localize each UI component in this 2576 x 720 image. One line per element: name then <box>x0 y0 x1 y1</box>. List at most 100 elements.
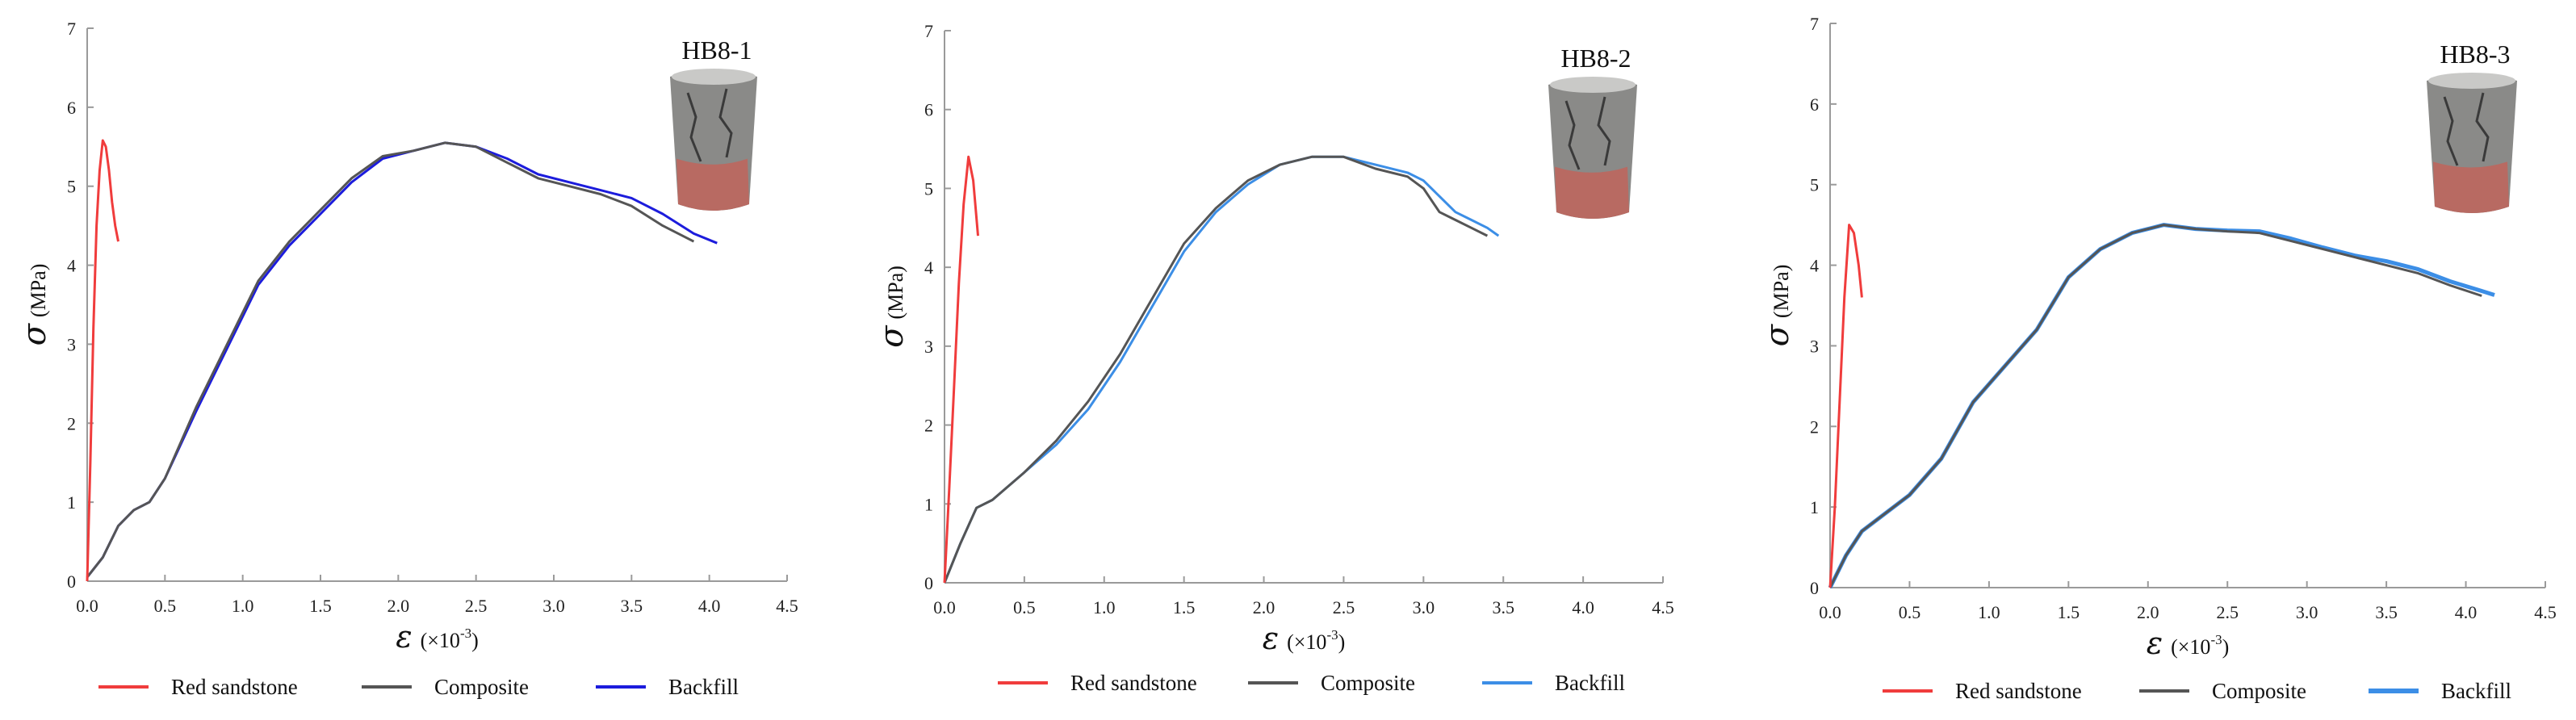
specimen-photo <box>1548 77 1637 219</box>
y-tick-label: 7 <box>67 19 76 39</box>
legend-label-composite: Composite <box>1321 671 1415 695</box>
series-line-composite <box>943 155 1489 584</box>
y-axis-symbol: σ <box>873 324 911 348</box>
legend-label-backfill: Backfill <box>2441 679 2511 703</box>
specimen-cracks <box>1564 96 1611 170</box>
x-axis-unit-close: ) <box>1338 630 1346 654</box>
x-axis-exponent: -3 <box>460 626 471 641</box>
y-axis-label: σ (MPa) <box>873 266 911 348</box>
x-axis-unit: (×10 <box>421 629 460 652</box>
y-axis-symbol: σ <box>16 322 53 345</box>
x-tick-label: 4.5 <box>776 596 798 616</box>
y-tick-label: 5 <box>67 177 76 197</box>
y-tick-label: 0 <box>67 571 76 592</box>
x-tick-label: 4.5 <box>2534 602 2557 622</box>
y-axis-label: σ (MPa) <box>16 264 53 346</box>
y-tick-label: 5 <box>1810 175 1819 195</box>
specimen-sandstone-part <box>1555 166 1629 219</box>
x-tick-label: 1.0 <box>1093 597 1116 617</box>
specimen-label: HB8-3 <box>2440 40 2510 69</box>
specimen-sandstone-part <box>676 158 749 211</box>
y-axis-unit: (MPa) <box>27 264 50 317</box>
legend-label-composite: Composite <box>434 675 529 699</box>
x-tick-label: 3.0 <box>1413 597 1435 617</box>
x-tick-label: 0.0 <box>1819 602 1841 622</box>
x-tick-label: 4.0 <box>698 596 721 616</box>
x-axis-unit-close: ) <box>471 629 479 652</box>
y-axis-unit: (MPa) <box>884 266 907 319</box>
legend-label-red-sandstone: Red sandstone <box>1955 679 2082 703</box>
legend-label-backfill: Backfill <box>668 675 739 699</box>
x-axis-label: ε (×10-3) <box>2147 626 2230 661</box>
y-tick-label: 1 <box>1810 497 1819 517</box>
specimen-photo <box>2427 73 2517 213</box>
chart-panel-1: 0.0 0.5 1.0 1.5 2.0 2.5 3.0 3.5 4.0 4.5 0 1 2 3 4 5 6 7 ε (… <box>16 19 798 699</box>
y-tick-label: 3 <box>1810 336 1819 356</box>
legend-label-red-sandstone: Red sandstone <box>1070 671 1197 695</box>
x-tick-label: 2.0 <box>387 596 410 616</box>
y-tick-label: 6 <box>924 100 933 120</box>
x-axis-exponent: -3 <box>2210 632 2222 647</box>
series-line-backfill <box>86 141 718 579</box>
x-axis-label: ε (×10-3) <box>396 619 479 655</box>
y-tick-label: 7 <box>1810 14 1819 34</box>
y-tick-label: 2 <box>924 416 933 436</box>
y-axis-unit: (MPa) <box>1770 265 1793 318</box>
specimen-top <box>672 69 756 85</box>
series-line-composite <box>1828 224 2482 588</box>
y-tick-label: 4 <box>1810 256 1819 276</box>
y-tick-label: 6 <box>67 98 76 118</box>
y-tick-label: 6 <box>1810 94 1819 115</box>
y-tick-label: 3 <box>67 334 76 354</box>
x-tick-label: 2.5 <box>2216 602 2239 622</box>
y-tick-label: 5 <box>924 178 933 199</box>
y-tick-label: 4 <box>924 257 933 278</box>
x-tick-label: 3.5 <box>2375 602 2398 622</box>
x-tick-label: 2.0 <box>2137 602 2159 622</box>
x-tick-label: 4.0 <box>1572 597 1594 617</box>
specimen-photo <box>670 69 757 211</box>
y-tick-label: 1 <box>924 494 933 514</box>
x-axis-label: ε (×10-3) <box>1263 621 1346 656</box>
y-axis-symbol: σ <box>1759 323 1796 346</box>
x-axis-symbol: ε <box>2147 626 2163 661</box>
legend-label-red-sandstone: Red sandstone <box>171 675 298 699</box>
x-tick-label: 3.5 <box>1492 597 1514 617</box>
specimen-sandstone-part <box>2433 161 2509 213</box>
x-axis-unit: (×10 <box>2171 635 2210 659</box>
x-tick-label: 0.5 <box>1899 602 1921 622</box>
specimen-top <box>1550 77 1636 93</box>
x-tick-label: 1.5 <box>2058 602 2080 622</box>
x-tick-label: 3.5 <box>621 596 643 616</box>
x-tick-label: 3.0 <box>2296 602 2318 622</box>
y-tick-label: 3 <box>924 337 933 357</box>
x-tick-label: 4.0 <box>2455 602 2478 622</box>
series-line-backfill <box>943 155 1500 584</box>
legend-label-composite: Composite <box>2212 679 2306 703</box>
series-line-red-sandstone <box>943 155 979 584</box>
y-tick-label: 0 <box>1810 578 1819 598</box>
series-line-red-sandstone <box>86 139 119 582</box>
series-line-composite <box>86 141 695 579</box>
x-tick-label: 1.0 <box>232 596 254 616</box>
series-line-backfill <box>1828 223 2495 589</box>
chart-panel-2: 0.0 0.5 1.0 1.5 2.0 2.5 3.0 3.5 4.0 4.5 0 1 2 3 4 5 6 7 ε (… <box>873 21 1674 695</box>
specimen-cracks <box>2443 92 2490 166</box>
y-tick-label: 1 <box>67 492 76 513</box>
x-axis-exponent: -3 <box>1326 627 1338 643</box>
x-tick-label: 4.5 <box>1652 597 1674 617</box>
y-tick-label: 0 <box>924 573 933 593</box>
specimen-label: HB8-1 <box>681 36 752 65</box>
x-axis-unit-close: ) <box>2222 635 2230 659</box>
y-tick-label: 2 <box>1810 417 1819 437</box>
x-tick-label: 0.5 <box>154 596 177 616</box>
x-tick-label: 1.0 <box>1978 602 2000 622</box>
y-tick-label: 4 <box>67 256 76 276</box>
y-tick-label: 7 <box>924 21 933 41</box>
x-tick-label: 3.0 <box>542 596 565 616</box>
x-tick-label: 1.5 <box>1173 597 1196 617</box>
x-tick-label: 2.5 <box>1333 597 1355 617</box>
x-tick-label: 0.5 <box>1013 597 1036 617</box>
x-tick-label: 2.0 <box>1253 597 1275 617</box>
